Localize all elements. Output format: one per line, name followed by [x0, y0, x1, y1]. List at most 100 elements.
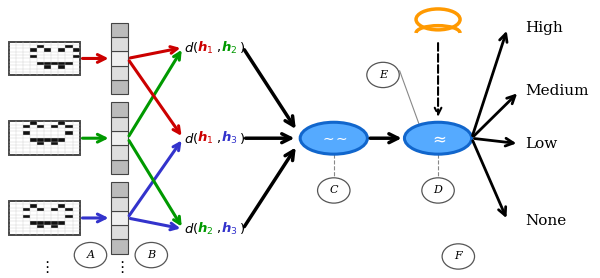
Bar — [58, 205, 65, 208]
Bar — [58, 121, 65, 125]
Text: $)$: $)$ — [239, 40, 245, 55]
Bar — [44, 62, 51, 65]
Text: $,$: $,$ — [215, 132, 220, 145]
Bar — [8, 121, 80, 155]
Bar — [112, 182, 128, 197]
Text: $d($: $d($ — [184, 40, 199, 55]
Circle shape — [300, 122, 367, 154]
Text: $\boldsymbol{h}_{2}$: $\boldsymbol{h}_{2}$ — [221, 39, 237, 56]
Bar — [51, 62, 58, 65]
Text: A: A — [86, 250, 94, 260]
Bar — [51, 142, 58, 145]
Bar — [65, 208, 73, 211]
Bar — [23, 215, 30, 218]
Bar — [51, 138, 58, 142]
Bar — [112, 211, 128, 225]
Bar — [44, 65, 51, 69]
Bar — [112, 103, 128, 117]
Text: $d($: $d($ — [184, 222, 199, 237]
Text: $\boldsymbol{h}_{1}$: $\boldsymbol{h}_{1}$ — [197, 39, 214, 56]
Bar — [44, 48, 51, 52]
Bar — [58, 62, 65, 65]
Bar — [8, 42, 80, 75]
Bar — [37, 225, 44, 228]
Bar — [73, 48, 80, 52]
Text: B: B — [147, 250, 155, 260]
Ellipse shape — [442, 244, 475, 269]
Ellipse shape — [317, 178, 350, 203]
Bar — [112, 51, 128, 66]
Text: $,$: $,$ — [215, 41, 220, 54]
Text: $\sim\!\!\sim$: $\sim\!\!\sim$ — [320, 131, 347, 145]
Bar — [37, 208, 44, 211]
Text: $)$: $)$ — [239, 131, 245, 146]
Bar — [112, 145, 128, 160]
Bar — [112, 117, 128, 131]
Bar — [112, 197, 128, 211]
Bar — [51, 225, 58, 228]
Text: $\vdots$: $\vdots$ — [39, 259, 49, 275]
Text: E: E — [379, 70, 387, 80]
Bar — [73, 55, 80, 58]
Ellipse shape — [422, 178, 454, 203]
Text: Low: Low — [525, 137, 557, 151]
Text: F: F — [454, 252, 462, 262]
Bar — [112, 37, 128, 51]
Bar — [112, 66, 128, 80]
Bar — [65, 45, 73, 48]
Circle shape — [404, 122, 472, 154]
Bar — [30, 205, 37, 208]
Text: $\boldsymbol{h}_{3}$: $\boldsymbol{h}_{3}$ — [221, 221, 238, 237]
Bar — [58, 65, 65, 69]
Bar — [23, 125, 30, 128]
Bar — [30, 221, 37, 225]
Ellipse shape — [367, 62, 399, 88]
Bar — [51, 125, 58, 128]
Text: $\boldsymbol{h}_{1}$: $\boldsymbol{h}_{1}$ — [197, 130, 214, 146]
Bar — [51, 221, 58, 225]
Bar — [37, 138, 44, 142]
Bar — [112, 225, 128, 239]
Bar — [112, 239, 128, 254]
Ellipse shape — [74, 242, 107, 268]
Bar — [8, 201, 80, 235]
Bar — [23, 131, 30, 135]
Bar — [65, 125, 73, 128]
Text: $\vdots$: $\vdots$ — [114, 259, 125, 275]
Bar — [30, 48, 37, 52]
Bar — [44, 221, 51, 225]
Bar — [112, 160, 128, 174]
Bar — [37, 45, 44, 48]
Bar — [37, 62, 44, 65]
Bar — [112, 80, 128, 94]
Bar — [30, 55, 37, 58]
Text: None: None — [525, 214, 566, 228]
Text: $,$: $,$ — [215, 222, 220, 235]
Text: $\approx$: $\approx$ — [430, 129, 447, 147]
Text: $)$: $)$ — [239, 222, 245, 237]
Text: High: High — [525, 21, 563, 35]
Text: $d($: $d($ — [184, 131, 199, 146]
Bar — [30, 138, 37, 142]
Bar — [37, 221, 44, 225]
Text: C: C — [329, 185, 338, 195]
Bar — [58, 221, 65, 225]
Bar — [65, 215, 73, 218]
Bar — [112, 131, 128, 145]
Bar — [44, 138, 51, 142]
Ellipse shape — [135, 242, 167, 268]
Bar — [112, 23, 128, 37]
Text: D: D — [434, 185, 442, 195]
Bar — [65, 62, 73, 65]
Text: Medium: Medium — [525, 85, 589, 98]
Bar — [65, 131, 73, 135]
Bar — [37, 125, 44, 128]
Bar — [58, 138, 65, 142]
Bar — [37, 142, 44, 145]
Text: $\boldsymbol{h}_{3}$: $\boldsymbol{h}_{3}$ — [221, 130, 238, 146]
Bar — [51, 208, 58, 211]
Text: $\boldsymbol{h}_{2}$: $\boldsymbol{h}_{2}$ — [197, 221, 214, 237]
Bar — [58, 48, 65, 52]
Bar — [23, 208, 30, 211]
Bar — [30, 121, 37, 125]
